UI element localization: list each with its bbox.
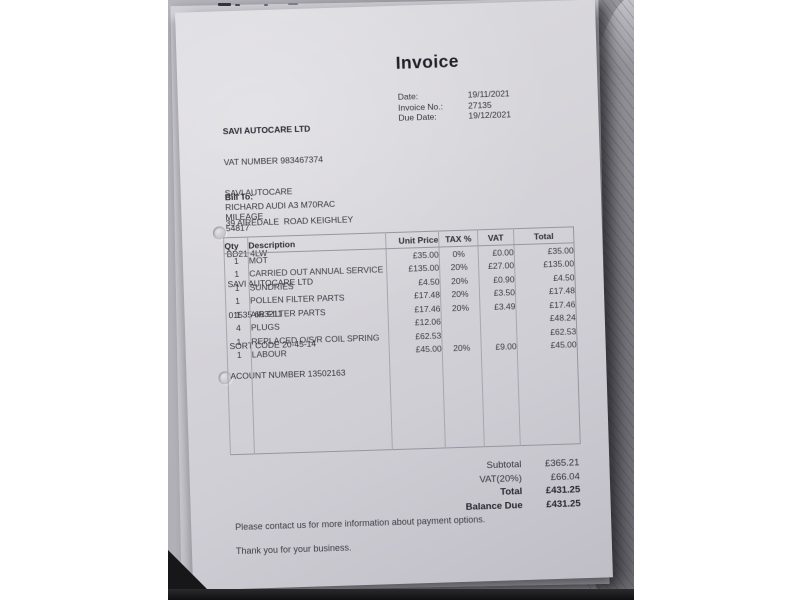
vat-cell: £0.90 (478, 272, 516, 287)
vat-label: VAT(20%) (479, 472, 522, 485)
qty-cell: 1 (227, 348, 252, 363)
balance-due-label: Balance Due (465, 499, 523, 513)
tax-cell: 20% (439, 273, 480, 289)
line-items-table: Qty Description Unit Price TAX % VAT Tot… (223, 226, 581, 456)
balance-due-value: £431.25 (546, 497, 581, 510)
top-ink-mark (288, 3, 298, 5)
tax-cell (441, 313, 481, 329)
thank-you-note: Thank you for your business. (235, 542, 352, 557)
vat-cell: £3.49 (479, 299, 517, 314)
company-name: SAVI AUTOCARE LTD (222, 123, 311, 137)
qty-cell: 1 (224, 280, 250, 295)
invoice-title: Invoice (395, 50, 460, 73)
total-header: Total (513, 226, 574, 245)
qty-cell: 4 (226, 321, 251, 336)
tax-cell: 20% (440, 300, 481, 316)
payment-options-note: Please contact us for more information a… (235, 514, 486, 533)
top-ink-mark (235, 4, 240, 6)
top-ink-mark (218, 3, 231, 6)
vat-cell (480, 312, 517, 328)
invoice-meta: Date: 19/11/2021 Invoice No.: 27135 Due … (398, 87, 549, 123)
desk-edge (168, 589, 634, 600)
bill-to-block: Bill To: RICHARD AUDI A3 M70RAC MILEAGE … (225, 189, 336, 233)
qty-cell: 1 (224, 267, 249, 282)
total-label: Total (500, 486, 523, 498)
tax-cell: 20% (442, 340, 482, 356)
qty-cell: 1 (225, 307, 251, 322)
invoice-photo: Invoice Date: 19/11/2021 Invoice No.: 27… (168, 0, 634, 600)
invoice-paper: Invoice Date: 19/11/2021 Invoice No.: 27… (175, 0, 613, 591)
vat-cell: £9.00 (480, 339, 518, 355)
due-date-label: Due Date: (398, 111, 437, 123)
table-empty-space (227, 351, 581, 455)
vat-cell: £3.50 (479, 285, 516, 301)
tax-cell: 20% (440, 286, 480, 302)
unit-price-header: Unit Price (385, 231, 440, 249)
vat-header: VAT (477, 228, 514, 246)
vat-cell (480, 326, 517, 341)
qty-header: Qty (223, 237, 249, 254)
company-line: VAT NUMBER 983467374 (223, 154, 324, 168)
qty-cell: 1 (225, 294, 250, 309)
vat-cell: £27.00 (478, 258, 515, 274)
subtotal-label: Subtotal (486, 459, 522, 472)
qty-cell: 1 (224, 253, 249, 268)
tax-header: TAX % (438, 229, 478, 248)
vat-cell: £0.00 (477, 244, 515, 260)
qty-cell: 1 (226, 334, 252, 349)
tax-cell: 0% (439, 245, 479, 262)
top-ink-mark (264, 4, 268, 6)
totals-block: Subtotal £365.21 VAT(20%) £66.04 Total £… (369, 456, 581, 517)
due-date-value: 19/12/2021 (468, 109, 512, 121)
tax-cell (441, 327, 481, 343)
tax-cell: 20% (439, 259, 479, 275)
